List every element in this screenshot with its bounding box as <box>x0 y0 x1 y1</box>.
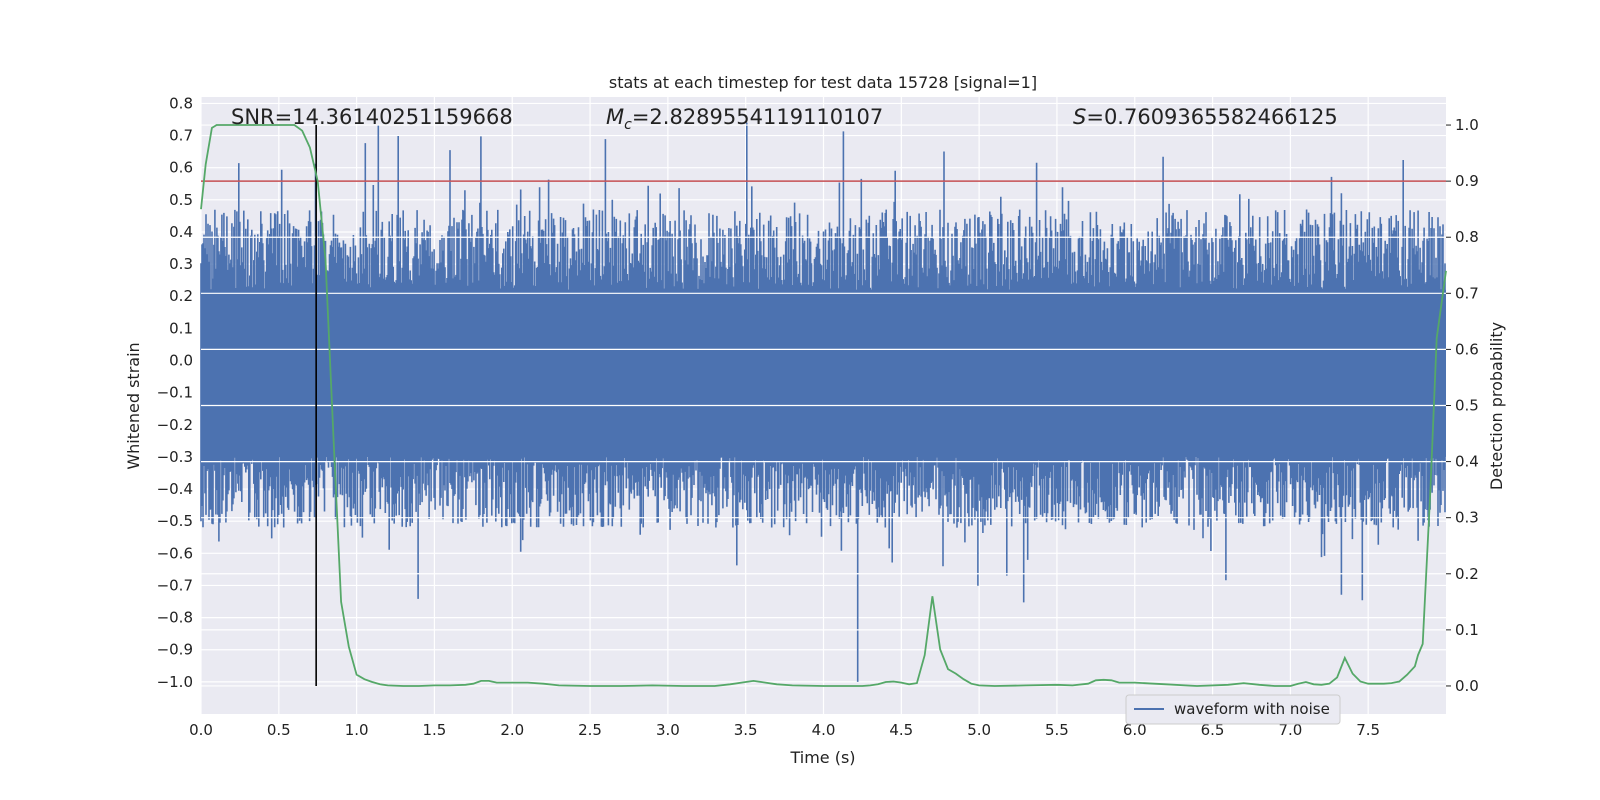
y-left-tick-labels: 0.8 0.7 0.6 0.5 0.4 0.3 0.2 0.1 0.0 −0.1 −0.2 −0.3 −… <box>157 94 193 690</box>
chirp-mass-subscript: c <box>624 117 632 133</box>
y-right-tick-label: 0.7 <box>1455 284 1479 302</box>
x-tick-label: 1.0 <box>345 721 369 739</box>
x-tick-label: 6.5 <box>1201 721 1225 739</box>
x-tick-label: 5.5 <box>1045 721 1069 739</box>
x-tick-label: 3.0 <box>656 721 680 739</box>
y-left-tick-label: 0.6 <box>169 159 193 177</box>
y-right-tick-label: 0.8 <box>1455 228 1479 246</box>
y-left-tick-label: 0.4 <box>169 223 193 241</box>
x-tick-labels: 0.0 0.5 1.0 1.5 2.0 2.5 3.0 3.5 4.0 4.5 5.0 5.5 6.0 6… <box>189 721 1380 739</box>
s-annotation: S=0.7609365582466125 <box>1073 105 1338 129</box>
x-tick-label: 3.5 <box>734 721 758 739</box>
snr-annotation: SNR=14.36140251159668 <box>231 105 513 129</box>
legend-label-waveform: waveform with noise <box>1174 700 1330 718</box>
y-right-tick-label: 0.1 <box>1455 621 1479 639</box>
x-tick-label: 0.0 <box>189 721 213 739</box>
s-value: =0.7609365582466125 <box>1086 105 1337 129</box>
y-right-tick-label: 0.9 <box>1455 172 1479 190</box>
y-left-tick-label: −1.0 <box>157 673 193 691</box>
y-right-tick-label: 0.5 <box>1455 397 1479 415</box>
y-right-tick-label: 0.2 <box>1455 565 1479 583</box>
x-tick-label: 1.5 <box>423 721 447 739</box>
x-tick-label: 4.0 <box>812 721 836 739</box>
x-tick-label: 0.5 <box>267 721 291 739</box>
y-right-tick-label: 0.0 <box>1455 677 1479 695</box>
y-left-tick-label: −0.7 <box>157 576 193 594</box>
y-left-tick-label: −0.6 <box>157 544 193 562</box>
y-right-tick-labels: 1.0 0.9 0.8 0.7 0.6 0.5 0.4 0.3 0.2 0.1 0.0 <box>1446 116 1479 695</box>
x-tick-label: 6.0 <box>1123 721 1147 739</box>
y-left-tick-label: 0.0 <box>169 352 193 370</box>
chirp-mass-symbol: M <box>606 105 624 129</box>
y-left-tick-label: 0.3 <box>169 255 193 273</box>
y-left-tick-label: −0.4 <box>157 480 193 498</box>
y-right-tick-label: 0.4 <box>1455 453 1479 471</box>
y-left-tick-label: −0.2 <box>157 416 193 434</box>
y-left-tick-label: −0.1 <box>157 384 193 402</box>
x-axis-label: Time (s) <box>789 748 855 767</box>
s-symbol: S <box>1073 105 1086 129</box>
y-left-tick-label: 0.2 <box>169 287 193 305</box>
y-right-tick-label: 1.0 <box>1455 116 1479 134</box>
y-left-tick-label: −0.9 <box>157 641 193 659</box>
chirp-mass-annotation: Mc=2.8289554119110107 <box>606 105 883 133</box>
legend: waveform with noise <box>1125 694 1341 725</box>
y-left-tick-label: 0.8 <box>169 94 193 112</box>
y-left-tick-label: −0.5 <box>157 512 193 530</box>
y-left-tick-label: −0.3 <box>157 448 193 466</box>
x-tick-label: 7.0 <box>1278 721 1302 739</box>
x-tick-label: 5.0 <box>967 721 991 739</box>
x-tick-label: 4.5 <box>889 721 913 739</box>
y-right-tick-label: 0.6 <box>1455 340 1479 358</box>
x-tick-label: 2.5 <box>578 721 602 739</box>
x-tick-label: 2.0 <box>500 721 524 739</box>
x-tick-label: 7.5 <box>1356 721 1380 739</box>
chirp-mass-value: =2.8289554119110107 <box>632 105 883 129</box>
detection-probability-line <box>200 124 1447 687</box>
y-left-tick-label: 0.5 <box>169 191 193 209</box>
y-axis-right-label: Detection probability <box>1487 322 1506 490</box>
chart-title: stats at each timestep for test data 157… <box>609 73 1037 92</box>
y-left-tick-label: 0.7 <box>169 127 193 145</box>
y-left-tick-label: −0.8 <box>157 609 193 627</box>
legend-box <box>1125 694 1341 725</box>
y-right-tick-label: 0.3 <box>1455 509 1479 527</box>
y-left-tick-label: 0.1 <box>169 319 193 337</box>
waveform-trace <box>200 122 1446 682</box>
waveform-series <box>200 122 1446 682</box>
y-axis-left-label: Whitened strain <box>124 342 143 469</box>
